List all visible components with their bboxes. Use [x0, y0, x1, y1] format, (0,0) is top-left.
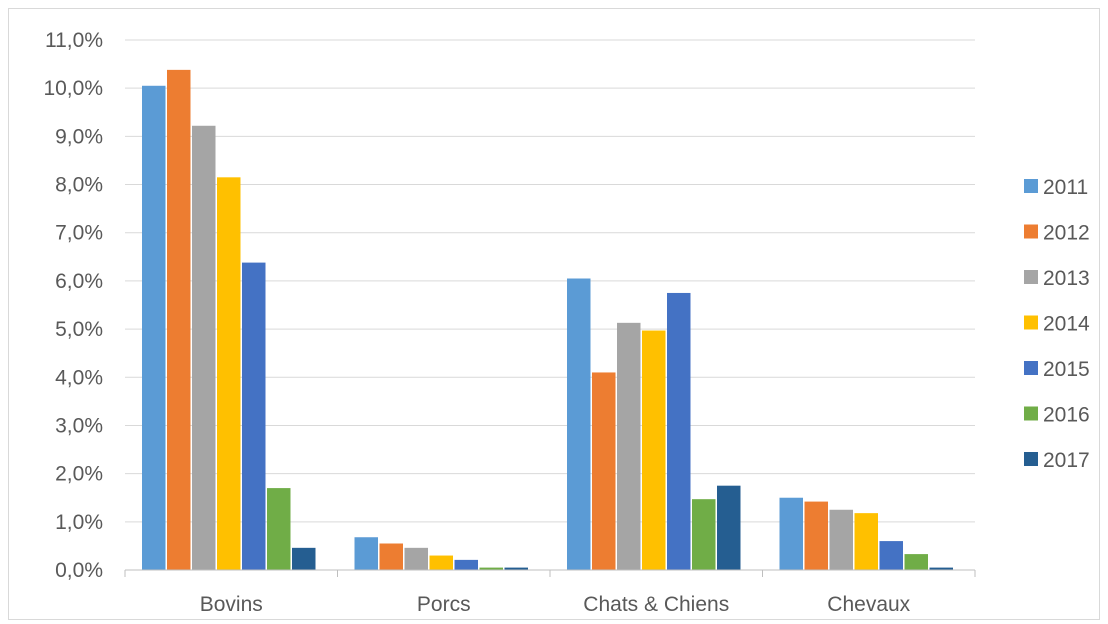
legend-label: 2014: [1043, 313, 1090, 336]
bar-chevaux-2013: [829, 509, 853, 570]
bar-porcs-2011: [354, 537, 378, 570]
bar-chevaux-2014: [854, 513, 878, 570]
bar-bovins-2015: [242, 262, 266, 570]
legend-label: 2015: [1043, 358, 1090, 381]
bar-bovins-2012: [167, 69, 191, 570]
bar-bovins-2011: [142, 85, 166, 570]
legend-swatch-2016: [1024, 406, 1038, 421]
bar-chats-chiens-2017: [717, 485, 741, 570]
y-tick-label: 10,0%: [43, 77, 103, 100]
x-category-label: Bovins: [200, 593, 263, 616]
y-tick-label: 0,0%: [55, 559, 103, 582]
legend-swatch-2013: [1024, 270, 1038, 284]
bar-porcs-2012: [379, 543, 403, 570]
legend-label: 2016: [1043, 404, 1090, 427]
legend-label: 2017: [1043, 449, 1090, 472]
bar-bovins-2014: [217, 177, 241, 570]
legend-swatch-2011: [1024, 179, 1038, 193]
bar-bovins-2017: [292, 547, 316, 570]
x-category-label: Chats & Chiens: [583, 593, 729, 616]
bar-chevaux-2015: [879, 541, 903, 570]
y-axis-ticks: 0,0% 1,0% 2,0% 3,0% 4,0% 5,0% 6,0% 7,0% 8,0% 9,0%…: [43, 29, 103, 582]
bar-chats-chiens-2013: [617, 322, 641, 570]
y-tick-label: 6,0%: [55, 270, 103, 293]
x-axis: [124, 569, 976, 577]
bar-porcs-2016: [479, 567, 503, 570]
bar-chats-chiens-2011: [567, 278, 591, 570]
bar-porcs-2017: [504, 567, 528, 570]
legend-swatch-2014: [1024, 315, 1038, 330]
bar-chats-chiens-2014: [642, 330, 666, 570]
chart-frame: [8, 8, 1100, 620]
y-tick-label: 1,0%: [55, 511, 103, 534]
bar-bovins-2016: [267, 488, 291, 570]
bar-bovins-2013: [192, 125, 216, 570]
y-tick-label: 8,0%: [55, 174, 103, 197]
bar-chats-chiens-2012: [592, 372, 616, 570]
x-category-label: Porcs: [417, 593, 471, 616]
legend-swatch-2017: [1024, 452, 1038, 466]
bar-chevaux-2012: [804, 501, 828, 570]
y-tick-label: 9,0%: [55, 125, 103, 148]
bar-porcs-2015: [454, 559, 478, 570]
legend-swatch-2012: [1024, 224, 1038, 239]
y-tick-label: 11,0%: [45, 29, 103, 52]
y-tick-label: 7,0%: [55, 222, 103, 245]
legend: 2011 2012 2013 2014 2015 2016 2017: [1024, 176, 1090, 472]
y-tick-label: 3,0%: [55, 414, 103, 437]
legend-label: 2011: [1043, 176, 1088, 199]
legend-label: 2012: [1043, 222, 1090, 245]
bar-chats-chiens-2016: [692, 499, 716, 570]
y-tick-label: 4,0%: [55, 366, 103, 389]
y-tick-label: 2,0%: [55, 463, 103, 486]
bar-chevaux-2016: [904, 554, 928, 570]
bar-porcs-2013: [404, 547, 428, 570]
y-tick-label: 5,0%: [55, 318, 103, 341]
bars: [142, 69, 953, 570]
legend-swatch-2015: [1024, 361, 1038, 375]
bar-chevaux-2017: [929, 567, 953, 570]
x-category-label: Chevaux: [827, 593, 910, 616]
legend-label: 2013: [1043, 267, 1090, 290]
bar-chats-chiens-2015: [667, 292, 691, 570]
x-axis-categories: Bovins Porcs Chats & Chiens Chevaux: [200, 593, 911, 616]
bar-porcs-2014: [429, 555, 453, 570]
bar-chevaux-2011: [779, 497, 803, 570]
